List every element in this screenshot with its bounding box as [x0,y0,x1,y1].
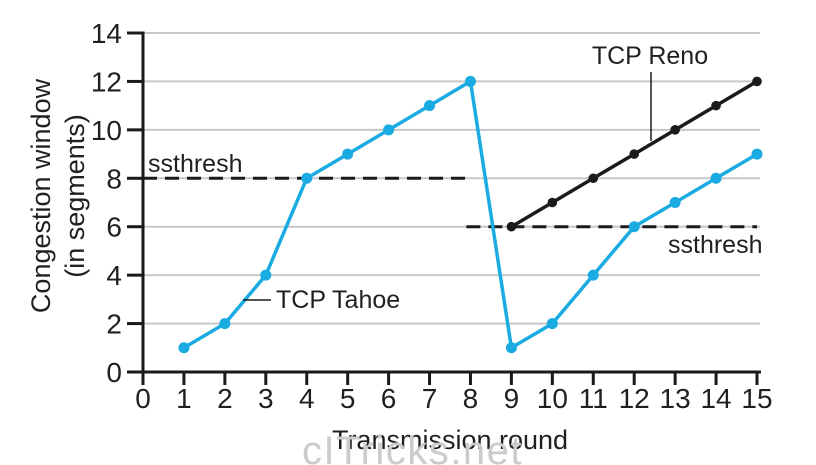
tcp-reno-point-11 [588,173,599,184]
tcp-tahoe-point-3 [260,269,272,281]
tcp-reno-point-10 [547,197,558,208]
tcp-tahoe-point-12 [628,221,640,233]
watermark-text: cITricks.net [302,429,523,465]
y-tick-label-4: 4 [106,260,122,291]
y-tick-label-12: 12 [91,66,122,97]
tcp-tahoe-point-15 [751,148,763,160]
tcp-tahoe-label: TCP Tahoe [276,286,400,314]
tcp-tahoe-point-8 [464,75,476,87]
tcp-tahoe-point-14 [710,172,722,184]
y-tick-label-2: 2 [106,309,122,340]
x-tick-label-15: 15 [741,383,772,414]
x-tick-label-6: 6 [381,383,397,414]
tcp-reno-point-13 [670,125,680,135]
y-tick-label-8: 8 [106,163,122,194]
x-tick-label-8: 8 [463,383,479,414]
y-tick-label-14: 14 [91,18,122,49]
x-tick-label-5: 5 [340,383,356,414]
tcp-tahoe-point-1 [178,342,190,354]
tcp-tahoe-point-7 [424,100,436,112]
ssthresh-label-right: ssthresh [668,231,762,259]
x-axis-title: Transmission round [332,425,568,455]
tcp-tahoe-point-10 [546,318,558,330]
x-tick-label-10: 10 [537,383,568,414]
grid-layer [143,32,760,325]
y-tick-label-6: 6 [106,212,122,243]
tcp-reno-label: TCP Reno [592,42,708,70]
tcp-tahoe-point-2 [219,318,231,330]
x-tick-label-7: 7 [422,383,438,414]
x-tick-label-4: 4 [299,383,315,414]
x-tick-label-11: 11 [579,383,608,414]
x-tick-label-0: 0 [135,383,151,414]
ssthresh-label-left: ssthresh [148,150,242,178]
tcp-reno-point-12 [629,149,639,159]
y-axis-title-line1: Congestion window [26,78,56,313]
threshold-layer [143,176,757,229]
x-tick-label-12: 12 [619,383,650,414]
tcp-reno-point-14 [711,100,721,111]
y-tick-label-10: 10 [91,115,122,146]
series-layer [178,75,763,354]
tcp-tahoe-point-6 [383,124,395,136]
y-tick-label-0: 0 [106,357,122,388]
tcp-tahoe-point-9 [505,342,517,354]
tcp-tahoe-line [182,79,759,350]
y-axis-title-line2: (in segments) [60,114,90,278]
tcp-reno-point-15 [752,76,762,87]
tcp-tahoe-point-4 [301,172,313,184]
tcp-tahoe-point-13 [669,197,681,208]
tcp-reno-point-9 [506,221,517,232]
x-tick-label-14: 14 [700,383,731,414]
x-tick-label-2: 2 [217,383,233,414]
x-tick-label-13: 13 [660,383,691,414]
tcp-tahoe-point-5 [342,148,354,160]
tcp-tahoe-point-11 [587,269,599,281]
x-tick-label-3: 3 [258,383,274,414]
x-tick-label-1: 1 [176,383,192,414]
x-tick-label-9: 9 [504,383,520,414]
